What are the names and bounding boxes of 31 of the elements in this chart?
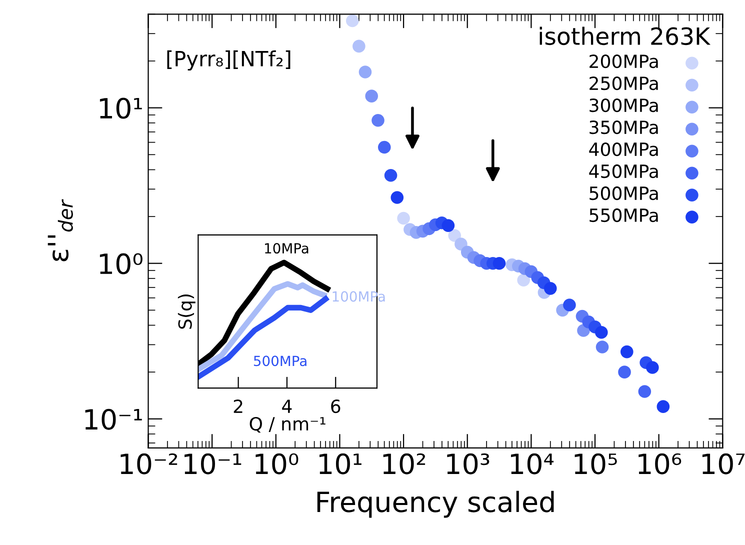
legend-label: 500MPa — [590, 186, 658, 200]
x-tick-label: 10⁷ — [702, 453, 745, 474]
y-axis-title: ε''$_{der}$ — [48, 199, 73, 262]
x-tick-label: 10⁴ — [510, 453, 554, 474]
legend-label: 200MPa — [590, 54, 658, 68]
x-tick-label: 10³ — [447, 453, 490, 474]
legend-label: 450MPa — [589, 164, 658, 178]
x-tick-label: 2 — [234, 399, 242, 413]
legend-label: 400MPa — [589, 142, 658, 156]
x-axis-title: Frequency scaled — [317, 490, 554, 518]
x-tick-label: 10⁰ — [256, 453, 298, 474]
legend-label: 550MPa — [590, 208, 658, 222]
x-tick-label: 10⁵ — [574, 453, 617, 474]
legend-label: 250MPa — [590, 76, 658, 90]
x-tick-label: 10¹ — [320, 453, 362, 474]
series-label: 10MPa — [265, 243, 308, 254]
x-tick-label: 4 — [282, 400, 292, 413]
legend-label: 300MPa — [590, 98, 658, 112]
x-tick-label: 10⁶ — [638, 453, 682, 474]
legend-title: isotherm 263K — [540, 26, 711, 46]
y-axis-title: S(q) — [178, 294, 196, 329]
legend-label: 350MPa — [590, 120, 658, 134]
x-tick-label: 10⁻¹ — [184, 453, 242, 474]
x-axis-title: Q / nm⁻¹ — [250, 416, 326, 433]
series-label: 500MPa — [254, 356, 306, 366]
x-tick-label: 10⁻² — [120, 453, 178, 474]
x-tick-label: 6 — [331, 399, 340, 414]
y-tick-label: 10⁰ — [100, 253, 142, 274]
x-tick-label: 10² — [383, 453, 426, 474]
annotation: [Pyrr₈][NTf₂] — [167, 50, 290, 71]
y-tick-label: 10¹ — [100, 98, 142, 119]
